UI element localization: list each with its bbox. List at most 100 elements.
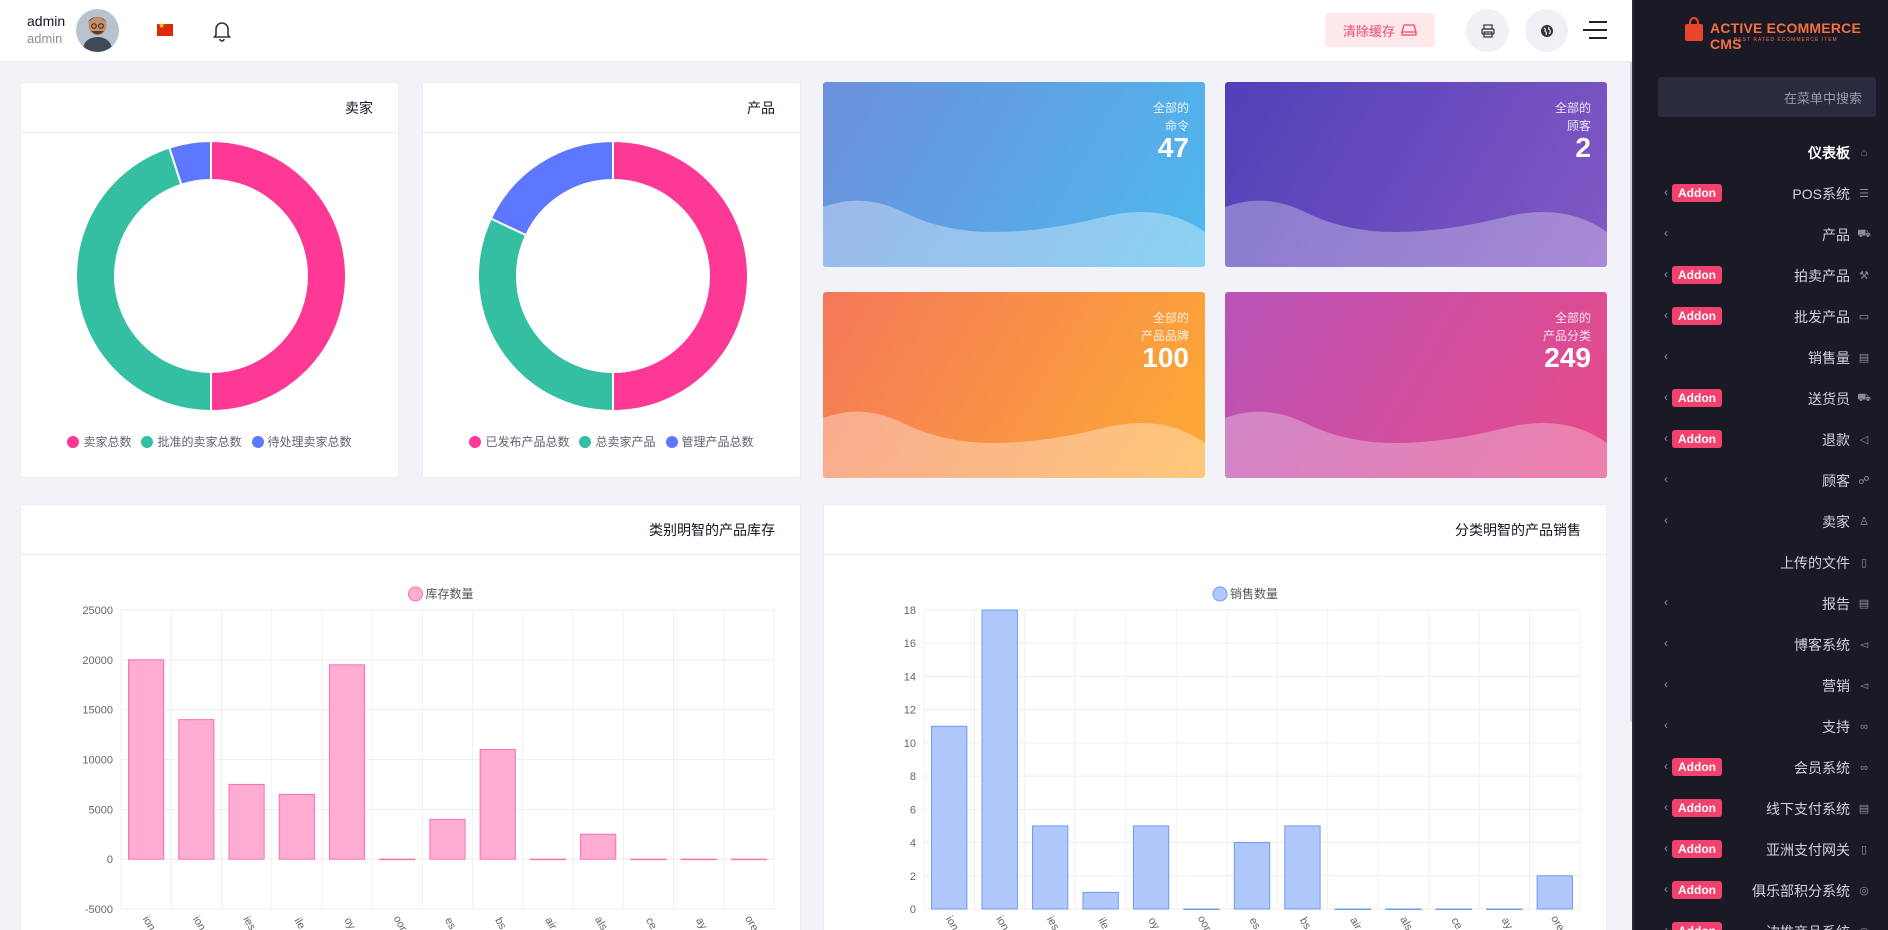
sidebar-item[interactable]: 上传的文件 ▯ bbox=[1634, 542, 1888, 583]
sidebar-item[interactable]: ‹ Addon 边推商品系统 ◎ bbox=[1634, 911, 1888, 930]
sidebar-item[interactable]: 仪表板 ⌂ bbox=[1634, 132, 1888, 173]
chevron-left-icon: ‹ bbox=[1664, 349, 1668, 363]
sidebar-item[interactable]: ‹ Addon 送货员 ⛟ bbox=[1634, 378, 1888, 419]
bar[interactable] bbox=[429, 818, 466, 860]
bar[interactable] bbox=[1334, 908, 1372, 910]
wave-decoration bbox=[1225, 200, 1607, 267]
bar[interactable] bbox=[379, 858, 416, 861]
bar[interactable] bbox=[529, 858, 567, 861]
list-icon: ☰ bbox=[1859, 188, 1869, 200]
x-tick-label: oy bbox=[1146, 915, 1162, 930]
menu-search-input[interactable]: 在菜单中搜索 bbox=[1658, 77, 1876, 117]
addon-badge: Addon bbox=[1672, 922, 1722, 930]
user-name[interactable]: admin bbox=[27, 13, 66, 29]
bar[interactable] bbox=[580, 833, 617, 860]
stat-label: 全部的 顾客 bbox=[1554, 101, 1591, 133]
clear-cache-button[interactable]: 清除缓存 bbox=[1325, 13, 1435, 47]
bar[interactable] bbox=[128, 659, 165, 860]
bar[interactable] bbox=[328, 664, 366, 860]
bar[interactable] bbox=[1536, 875, 1573, 910]
legend-item[interactable]: 批准的卖家总数 bbox=[141, 433, 242, 450]
sidebar-item[interactable]: ‹ 产品 ⛟ bbox=[1634, 214, 1888, 255]
sidebar-item[interactable]: ‹ 博客系统 ◅ bbox=[1634, 624, 1888, 665]
sidebar-item[interactable]: ‹ Addon 亚洲支付网关 ▯ bbox=[1634, 829, 1888, 870]
donut-slice[interactable] bbox=[75, 146, 212, 413]
sidebar-item[interactable]: ‹ Addon 会员系统 ∞ bbox=[1634, 747, 1888, 788]
y-tick-label: 25000 bbox=[82, 605, 113, 617]
bar[interactable] bbox=[931, 725, 968, 910]
x-tick-label: es bbox=[442, 915, 458, 930]
bar[interactable] bbox=[1132, 825, 1170, 910]
bar[interactable] bbox=[228, 783, 265, 860]
bar[interactable] bbox=[730, 858, 767, 861]
sidebar-item[interactable]: ‹ 营销 ◅ bbox=[1634, 665, 1888, 706]
user-icon: ♙ bbox=[1859, 516, 1869, 528]
legend-swatch bbox=[1212, 586, 1228, 602]
stat-label: 全部的 命令 bbox=[1152, 101, 1189, 133]
menu-toggle-icon[interactable] bbox=[1583, 19, 1607, 41]
print-button[interactable] bbox=[1466, 9, 1509, 52]
language-flag-icon[interactable] bbox=[157, 21, 173, 36]
bar[interactable] bbox=[630, 858, 667, 861]
addon-badge: Addon bbox=[1672, 307, 1722, 325]
users-icon: ☍ bbox=[1858, 475, 1870, 487]
sidebar-item[interactable]: ‹ Addon 退款 ◁ bbox=[1634, 419, 1888, 460]
brand-logo[interactable]: ACTIVE ECOMMERCE CMS BEST RATED ECOMMERC… bbox=[1682, 16, 1882, 52]
x-tick-label: ay bbox=[693, 915, 709, 930]
bar[interactable] bbox=[680, 858, 717, 861]
sidebar-item[interactable]: ‹ Addon 拍卖产品 ⚒ bbox=[1634, 255, 1888, 296]
sidebar-item[interactable]: ‹ 销售量 ▤ bbox=[1634, 337, 1888, 378]
bar[interactable] bbox=[1385, 908, 1422, 910]
sidebar-item[interactable]: ‹ Addon POS系统 ☰ bbox=[1634, 173, 1888, 214]
bar[interactable] bbox=[1082, 891, 1119, 910]
total-customers-card[interactable]: 全部的 顾客 2 bbox=[1225, 82, 1607, 267]
bell-icon[interactable] bbox=[210, 18, 234, 42]
products-card: 产品 已发布产品总数 总卖家产品 管理产品总数 bbox=[422, 82, 801, 478]
bar[interactable] bbox=[1486, 908, 1523, 910]
total-categories-card[interactable]: 全部的 产品分类 249 bbox=[1225, 292, 1607, 478]
chart-legend[interactable]: 库存数量 bbox=[408, 586, 474, 602]
x-tick-label: air bbox=[542, 915, 559, 930]
donut-slice[interactable] bbox=[210, 139, 347, 413]
legend-item[interactable]: 待处理卖家总数 bbox=[251, 433, 352, 450]
sales-card: 分类明智的产品销售 销售数量 18 16 14 12 10 8 6 4 2 0 ion ion ies il… bbox=[823, 504, 1607, 930]
donut-slice[interactable] bbox=[168, 139, 212, 186]
bar[interactable] bbox=[479, 749, 516, 860]
chevron-left-icon: ‹ bbox=[1664, 431, 1668, 445]
bar[interactable] bbox=[981, 609, 1018, 910]
total-orders-card[interactable]: 全部的 命令 47 bbox=[823, 82, 1205, 267]
x-tick-label: ay bbox=[1499, 915, 1515, 930]
page-scrollbar[interactable] bbox=[1630, 62, 1632, 722]
sidebar-item[interactable]: ‹ 顾客 ☍ bbox=[1634, 460, 1888, 501]
sidebar-item[interactable]: ‹ Addon 线下支付系统 ▤ bbox=[1634, 788, 1888, 829]
sidebar-item-label: 销售量 bbox=[1808, 349, 1850, 366]
sidebar-item[interactable]: ‹ 支持 ∞ bbox=[1634, 706, 1888, 747]
addon-badge: Addon bbox=[1672, 840, 1722, 858]
website-button[interactable] bbox=[1525, 9, 1568, 52]
legend-item[interactable]: 总卖家产品 bbox=[579, 433, 656, 450]
stat-value: 249 bbox=[1544, 342, 1591, 373]
sidebar-item[interactable]: ‹ Addon 俱乐部积分系统 ◎ bbox=[1634, 870, 1888, 911]
chevron-left-icon: ‹ bbox=[1664, 513, 1668, 527]
bar[interactable] bbox=[1031, 825, 1069, 910]
sidebar-item[interactable]: ‹ 卖家 ♙ bbox=[1634, 501, 1888, 542]
bar[interactable] bbox=[1183, 908, 1220, 910]
chart-legend[interactable]: 销售数量 bbox=[1212, 586, 1278, 602]
sidebar-item[interactable]: ‹ 报告 ▤ bbox=[1634, 583, 1888, 624]
avatar[interactable] bbox=[76, 9, 119, 52]
legend-item[interactable]: 卖家总数 bbox=[67, 433, 131, 450]
bar[interactable] bbox=[278, 793, 315, 860]
bar[interactable] bbox=[1435, 908, 1473, 910]
donut-slice[interactable] bbox=[477, 217, 614, 413]
donut-slice[interactable] bbox=[612, 139, 749, 413]
bar[interactable] bbox=[1233, 842, 1271, 910]
donut-slice[interactable] bbox=[489, 139, 614, 237]
bar[interactable] bbox=[178, 719, 215, 860]
sidebar-item-label: 营销 bbox=[1822, 677, 1850, 694]
legend-label: 管理产品总数 bbox=[681, 435, 754, 449]
total-brands-card[interactable]: 全部的 产品品牌 100 bbox=[823, 292, 1205, 478]
bar[interactable] bbox=[1284, 825, 1321, 910]
sidebar-item[interactable]: ‹ Addon 批发产品 ▭ bbox=[1634, 296, 1888, 337]
legend-item[interactable]: 管理产品总数 bbox=[665, 433, 754, 450]
legend-item[interactable]: 已发布产品总数 bbox=[469, 433, 569, 450]
